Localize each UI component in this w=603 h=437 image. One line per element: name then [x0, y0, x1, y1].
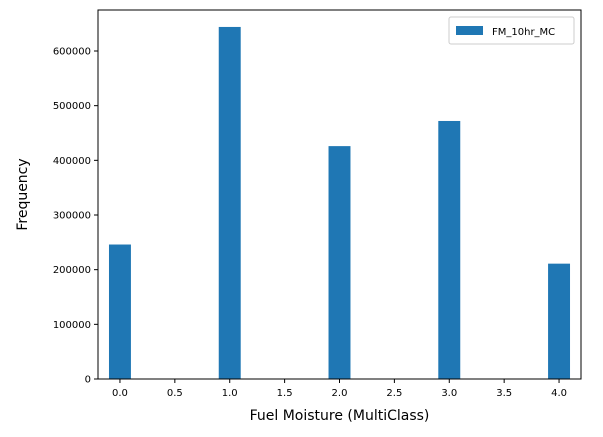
- x-tick-label: 1.0: [222, 388, 238, 399]
- x-axis-ticks: 0.0 0.5 1.0 1.5 2.0 2.5 3.0 3.5 4.0: [112, 379, 567, 399]
- x-tick-label: 2.5: [386, 388, 402, 399]
- x-axis-label: Fuel Moisture (MultiClass): [250, 408, 430, 424]
- x-tick-label: 1.5: [277, 388, 293, 399]
- histogram-bar-0: [108, 244, 131, 379]
- y-tick-label: 600000: [53, 47, 91, 58]
- y-tick-label: 100000: [53, 320, 91, 331]
- legend-label: FM_10hr_MC: [492, 27, 555, 38]
- y-tick-label: 500000: [53, 101, 91, 112]
- legend-box: [448, 16, 575, 45]
- y-axis-label: Frequency: [15, 158, 31, 230]
- x-tick-label: 3.0: [441, 388, 457, 399]
- x-tick-label: 0.0: [112, 388, 128, 399]
- y-axis-ticks: 0 100000 200000 300000 400000 500000 600000: [53, 47, 98, 386]
- x-tick-label: 3.5: [496, 388, 512, 399]
- y-tick-label: 400000: [53, 156, 91, 167]
- histogram-bar-4: [548, 263, 571, 379]
- bars-group: [108, 26, 571, 380]
- y-tick-label: 200000: [53, 265, 91, 276]
- histogram-bar-1: [218, 26, 241, 380]
- y-tick-label: 300000: [53, 211, 91, 222]
- x-tick-label: 4.0: [551, 388, 567, 399]
- histogram-bar-3: [438, 120, 461, 380]
- y-tick-label: 0: [85, 375, 91, 386]
- histogram-bar-2: [328, 146, 351, 379]
- x-tick-label: 0.5: [167, 388, 183, 399]
- x-tick-label: 2.0: [332, 388, 348, 399]
- legend: FM_10hr_MC: [448, 16, 575, 45]
- legend-swatch: [456, 26, 483, 35]
